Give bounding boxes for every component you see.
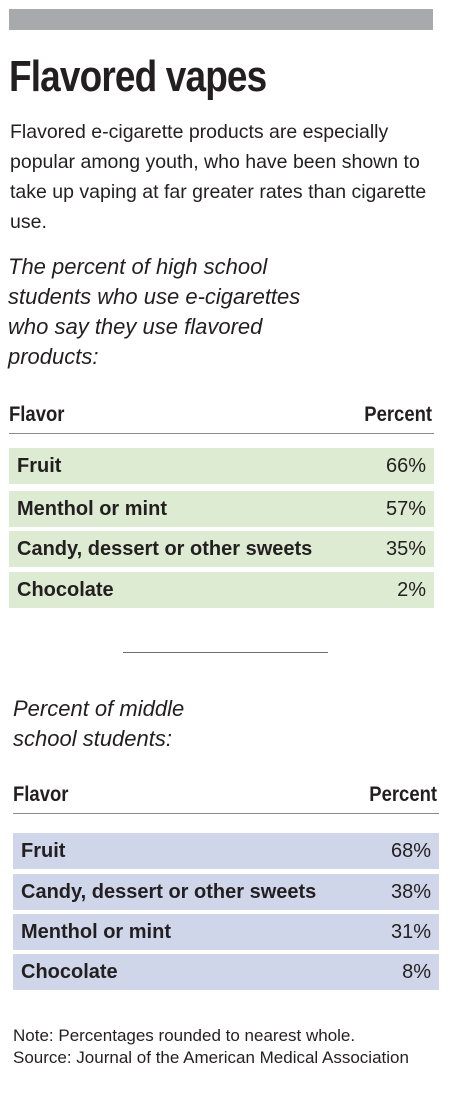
note-text: Note: Percentages rounded to nearest who… <box>13 1026 356 1045</box>
middle-school-table-header: Flavor Percent <box>13 783 439 814</box>
chart-title: Flavored vapes <box>9 52 267 101</box>
footnotes: Note: Percentages rounded to nearest who… <box>13 1025 438 1069</box>
row-label: Fruit <box>21 840 66 862</box>
row-value: 8% <box>402 961 431 983</box>
column-header-flavor: Flavor <box>13 783 69 806</box>
row-value: 68% <box>390 840 431 862</box>
table-row: Chocolate 8% <box>13 954 439 990</box>
row-label: Candy, dessert or other sweets <box>21 881 317 903</box>
row-value: 2% <box>397 579 426 601</box>
table-row: Candy, dessert or other sweets 38% <box>13 874 439 910</box>
source-text: Source: Journal of the American Medical … <box>13 1048 409 1067</box>
section-divider <box>123 652 328 653</box>
high-school-table-header: Flavor Percent <box>9 403 434 434</box>
row-label: Fruit <box>17 455 62 477</box>
row-label: Menthol or mint <box>17 498 167 520</box>
row-value: 57% <box>385 498 426 520</box>
column-header-flavor: Flavor <box>9 403 65 426</box>
row-value: 38% <box>390 881 431 903</box>
table-row: Chocolate 2% <box>9 572 434 608</box>
header-bar <box>9 9 433 30</box>
column-header-percent: Percent <box>369 783 437 806</box>
table-row: Fruit 66% <box>9 448 434 484</box>
table-row: Menthol or mint 57% <box>9 491 434 527</box>
row-label: Menthol or mint <box>21 921 171 943</box>
middle-school-subtitle: Percent of middle school students: <box>13 696 185 751</box>
intro-text: Flavored e-cigarette products are especi… <box>10 121 427 233</box>
row-value: 35% <box>385 538 426 560</box>
row-label: Chocolate <box>21 961 118 983</box>
high-school-subtitle: The percent of high school students who … <box>8 254 301 369</box>
table-row: Menthol or mint 31% <box>13 914 439 950</box>
row-value: 66% <box>385 455 426 477</box>
column-header-percent: Percent <box>364 403 432 426</box>
table-row: Fruit 68% <box>13 833 439 869</box>
row-label: Chocolate <box>17 579 114 601</box>
row-label: Candy, dessert or other sweets <box>17 538 313 560</box>
row-value: 31% <box>390 921 431 943</box>
table-row: Candy, dessert or other sweets 35% <box>9 531 434 567</box>
